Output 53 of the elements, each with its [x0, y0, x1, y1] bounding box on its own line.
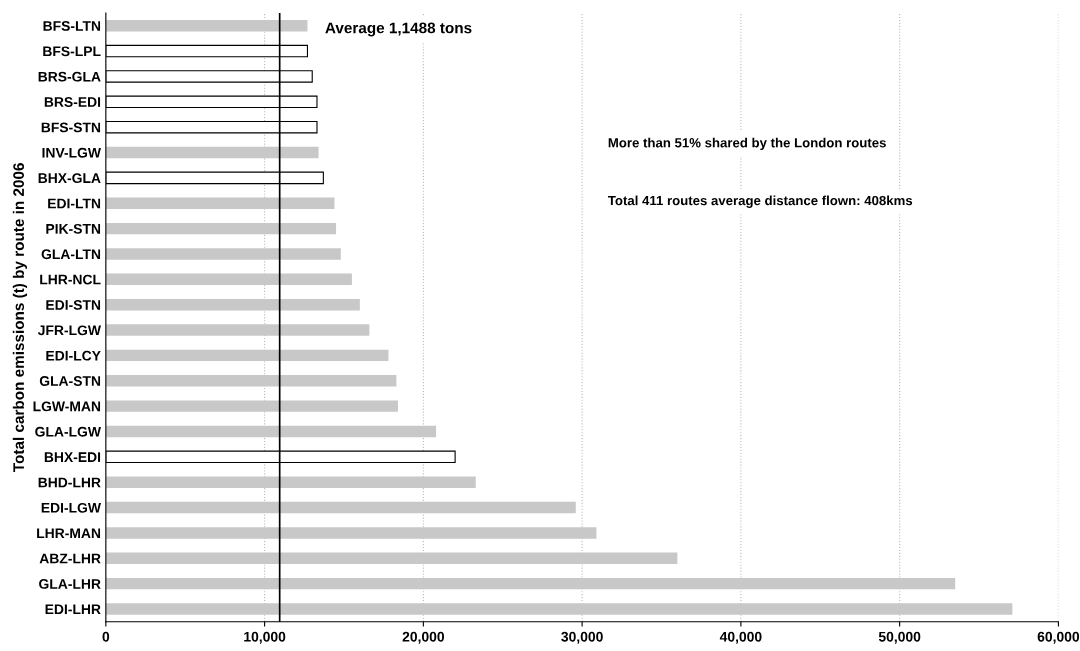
y-tick-label: BHX-EDI — [44, 452, 101, 462]
ref-line-label: Average 1,1488 tons — [325, 22, 472, 37]
y-tick-label: EDI-LTN — [48, 198, 101, 209]
y-tick-label: PIK-STN — [46, 223, 101, 234]
y-tick-label: LHR-NCL — [40, 274, 101, 285]
annotation: More than 51% shared by the London routes — [608, 137, 886, 151]
bar — [105, 425, 437, 438]
bar — [105, 197, 335, 209]
bar — [105, 248, 341, 260]
y-tick-label: ABZ-LHR — [39, 553, 101, 564]
bar — [105, 146, 319, 159]
y-tick-label: LGW-MAN — [33, 401, 101, 412]
bar — [105, 273, 352, 286]
x-tick-label: 20,000 — [402, 631, 445, 644]
annotation: Total 411 routes average distance flown: 408kms — [607, 195, 913, 208]
y-tick-label: GLA-LTN — [41, 249, 101, 260]
y-tick-label: BFS-STN — [41, 122, 101, 133]
bar — [105, 603, 1013, 615]
bar — [105, 222, 337, 235]
x-tick-label: 30,000 — [561, 631, 603, 644]
bar — [105, 375, 397, 387]
y-tick-label: INV-LGW — [42, 147, 101, 158]
bar — [105, 349, 389, 362]
y-axis-title: Total carbon emissions (t) by route in 2006 — [12, 163, 28, 472]
bar — [105, 324, 370, 336]
x-tick-label: 60,000 — [1037, 631, 1080, 644]
y-tick-label: GLA-LGW — [35, 426, 101, 437]
y-tick-label: BRS-GLA — [38, 71, 101, 82]
y-tick-label: BFS-LPL — [43, 46, 101, 57]
y-tick-label: BFS-LTN — [43, 21, 101, 31]
y-tick-label: BHX-GLA — [38, 173, 101, 184]
y-tick-label: EDI-LHR — [45, 604, 101, 615]
x-tick-label: 10,000 — [244, 631, 286, 644]
x-tick-label: 50,000 — [878, 631, 921, 644]
y-tick-label: GLA-STN — [39, 376, 101, 386]
bar — [105, 577, 956, 590]
y-tick-label: EDI-STN — [46, 300, 101, 310]
y-tick-label: EDI-LCY — [46, 350, 101, 361]
x-tick-label: 40,000 — [719, 631, 762, 644]
y-tick-label: EDI-LGW — [41, 502, 101, 513]
bar — [105, 527, 597, 539]
bar — [105, 501, 576, 514]
bar — [105, 400, 398, 412]
y-tick-label: GLA-LHR — [39, 579, 101, 589]
bar — [105, 552, 678, 565]
x-tick-label: 0 — [102, 631, 110, 642]
y-tick-label: BHD-LHR — [38, 477, 101, 488]
bar — [105, 298, 360, 311]
bar — [105, 19, 308, 32]
y-tick-label: JFR-LGW — [37, 325, 101, 336]
y-tick-label: LHR-MAN — [37, 528, 101, 538]
y-tick-label: BRS-EDI — [44, 97, 101, 107]
bar — [105, 476, 476, 488]
